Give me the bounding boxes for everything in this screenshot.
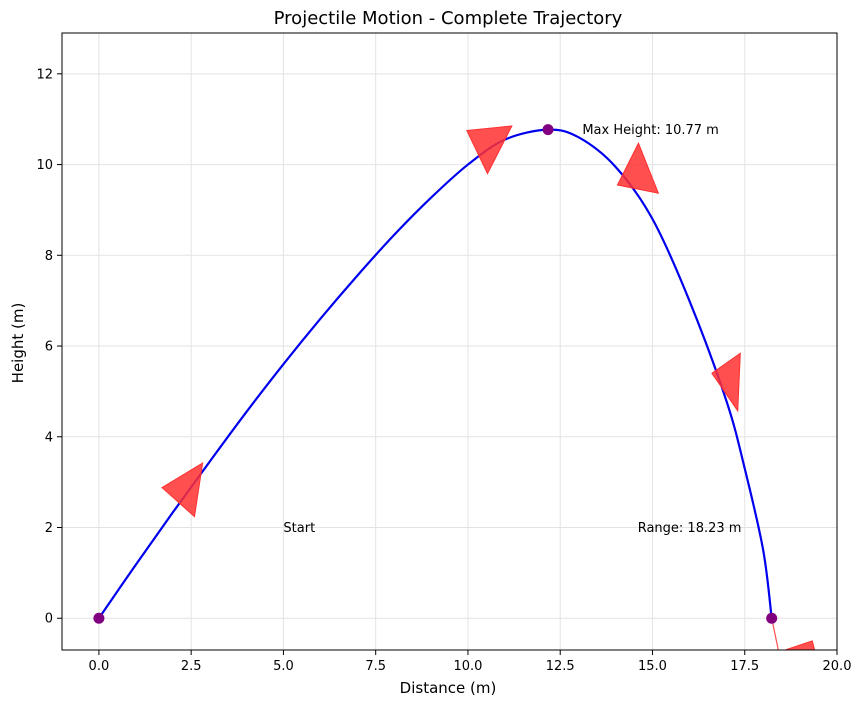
- ticks: 0.0 2.5 5.0 7.5 10.0 12.5 15.0 17.5 20.0 0 2 4 6 8 10 1…: [36, 67, 851, 674]
- x-tick-label: 5.0: [273, 659, 294, 674]
- key-point-marker: [93, 612, 105, 624]
- velocity-arrow: [466, 125, 513, 175]
- y-tick-label: 6: [45, 340, 53, 355]
- x-tick-label: 12.5: [546, 659, 575, 674]
- y-axis-label: Height (m): [9, 303, 27, 384]
- chart-title: Projectile Motion - Complete Trajectory: [274, 8, 623, 29]
- velocity-arrow: [711, 352, 741, 413]
- y-tick-label: 10: [36, 158, 53, 173]
- x-tick-label: 10.0: [453, 659, 482, 674]
- velocity-arrow: [616, 142, 660, 194]
- x-tick-label: 7.5: [365, 659, 386, 674]
- key-point-marker: [766, 612, 778, 624]
- y-tick-label: 8: [45, 249, 53, 264]
- x-tick-label: 0.0: [89, 659, 110, 674]
- y-tick-label: 12: [36, 67, 53, 82]
- annotation-label: Range: 18.23 m: [638, 521, 742, 536]
- x-tick-label: 17.5: [730, 659, 759, 674]
- marker-layer: [93, 124, 778, 624]
- x-axis-label: Distance (m): [400, 679, 497, 697]
- y-tick-label: 4: [45, 430, 53, 445]
- key-point-marker: [542, 124, 554, 136]
- y-tick-label: 0: [45, 612, 53, 627]
- annotation-layer: Max Height: 10.77 m Start Range: 18.23 m: [283, 123, 741, 536]
- arrow-layer: [161, 125, 816, 650]
- x-tick-label: 20.0: [823, 659, 852, 674]
- x-tick-label: 15.0: [638, 659, 667, 674]
- annotation-label: Start: [283, 521, 315, 536]
- annotation-label: Max Height: 10.77 m: [582, 123, 719, 138]
- velocity-arrow: [161, 462, 204, 518]
- velocity-arrow: [783, 640, 816, 650]
- axes-frame: [61, 32, 838, 651]
- y-tick-label: 2: [45, 521, 53, 536]
- x-tick-label: 2.5: [181, 659, 202, 674]
